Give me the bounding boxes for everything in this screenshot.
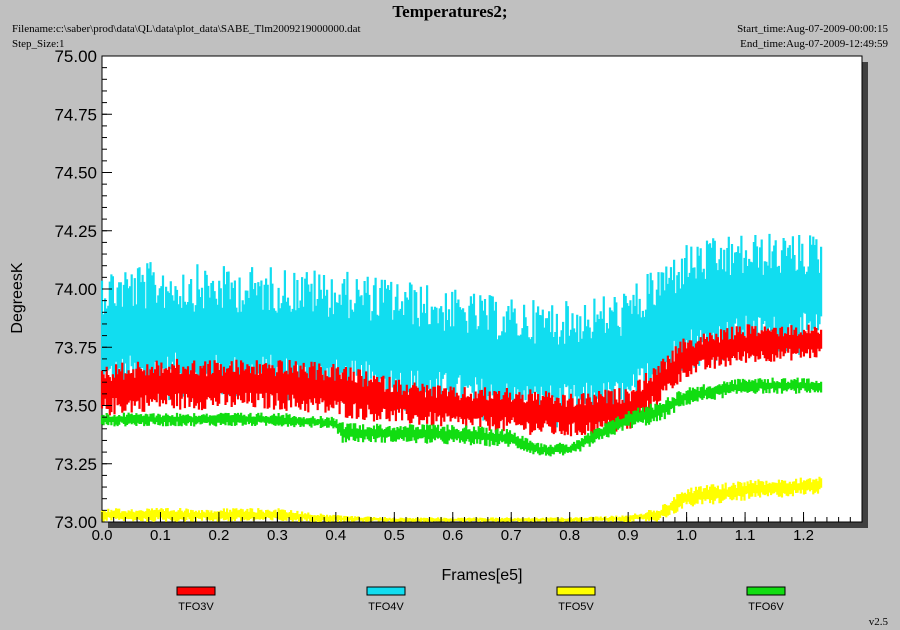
x-tick-label: 0.8 xyxy=(559,527,580,544)
series-line-tfo3v xyxy=(100,324,823,437)
legend-label: TFO5V xyxy=(558,601,594,613)
series-tfo6v xyxy=(100,377,823,457)
legend-label: TFO6V xyxy=(748,601,784,613)
x-tick-label: 0.4 xyxy=(325,527,346,544)
x-tick-label: 0.5 xyxy=(384,527,405,544)
x-tick-label: 1.1 xyxy=(735,527,756,544)
legend-swatch xyxy=(366,586,406,596)
y-tick-label: 74.75 xyxy=(54,105,97,124)
x-tick-label: 0.0 xyxy=(92,527,113,544)
x-tick-label: 0.6 xyxy=(442,527,463,544)
x-tick-label: 0.9 xyxy=(618,527,639,544)
chart-title: Temperatures2; xyxy=(392,2,508,21)
x-axis-label: Frames[e5] xyxy=(442,567,523,584)
legend-label: TFO3V xyxy=(178,601,214,613)
legend-label: TFO4V xyxy=(368,601,404,613)
end-time-label: End_time:Aug-07-2009-12:49:59 xyxy=(740,38,888,50)
series-tfo4v xyxy=(100,233,823,428)
y-tick-label: 73.00 xyxy=(54,513,97,532)
y-tick-label: 73.50 xyxy=(54,397,97,416)
legend-swatch xyxy=(556,586,596,596)
y-tick-label: 73.75 xyxy=(54,338,97,357)
legend-item-tfo4v: TFO4V xyxy=(366,586,406,613)
y-tick-label: 74.25 xyxy=(54,222,97,241)
legend-item-tfo5v: TFO5V xyxy=(556,586,596,613)
legend-swatch xyxy=(746,586,786,596)
legend-item-tfo3v: TFO3V xyxy=(176,586,216,613)
x-tick-label: 0.2 xyxy=(208,527,229,544)
y-axis-label: DegreesK xyxy=(9,262,26,333)
legend-item-tfo6v: TFO6V xyxy=(746,586,786,613)
start-time-label: Start_time:Aug-07-2009-00:00:15 xyxy=(737,23,888,35)
version-label: v2.5 xyxy=(868,616,888,628)
series-tfo3v xyxy=(100,324,823,437)
x-tick-label: 0.3 xyxy=(267,527,288,544)
x-tick-label: 0.7 xyxy=(501,527,522,544)
x-tick-label: 0.1 xyxy=(150,527,171,544)
y-tick-label: 74.00 xyxy=(54,280,97,299)
series-line-tfo6v xyxy=(100,377,823,457)
x-tick-label: 1.2 xyxy=(793,527,814,544)
step-size-label: Step_Size:1 xyxy=(12,38,65,50)
y-tick-label: 73.25 xyxy=(54,455,97,474)
y-tick-label: 75.00 xyxy=(54,47,97,66)
filename-label: Filename:c:\saber\prod\data\QL\data\plot… xyxy=(12,23,361,35)
series-line-tfo4v xyxy=(100,233,823,428)
y-tick-label: 74.50 xyxy=(54,164,97,183)
x-tick-label: 1.0 xyxy=(676,527,697,544)
legend-swatch xyxy=(176,586,216,596)
